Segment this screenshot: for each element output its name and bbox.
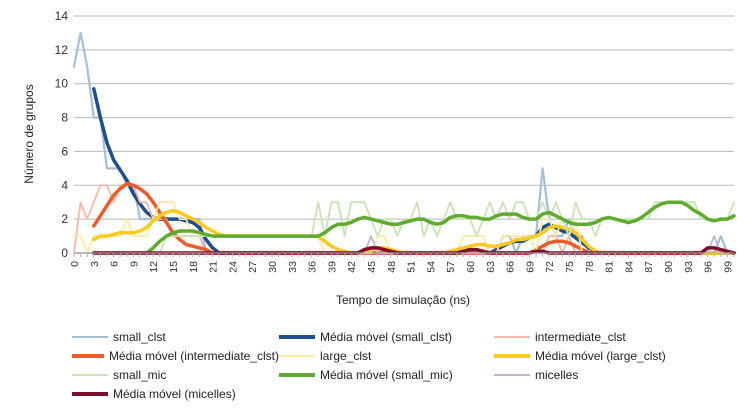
x-tick-label: 39 — [326, 261, 338, 273]
legend: small_clst Média móvel (small_clst) interm… — [72, 329, 692, 402]
x-tick-label: 33 — [287, 261, 299, 273]
legend-label: intermediate_clst — [535, 330, 626, 344]
legend-item: Média móvel (small_clst) — [279, 329, 494, 345]
x-tick-label: 66 — [505, 261, 517, 273]
x-tick-label: 45 — [366, 261, 378, 273]
x-tick-label: 75 — [564, 261, 576, 273]
series-line-6 — [73, 201, 735, 254]
legend-label: Média móvel (intermediate_clst) — [108, 349, 279, 363]
legend-item: Média móvel (micelles) — [72, 386, 279, 402]
series-layer — [72, 31, 736, 255]
x-tick-label: 60 — [465, 261, 477, 273]
axes — [73, 252, 735, 257]
series-line-7 — [92, 200, 736, 255]
legend-item: micelles — [494, 367, 694, 383]
x-tick-label: 6 — [109, 261, 121, 267]
legend-item: large_clst — [279, 348, 494, 364]
x-tick-label: 24 — [227, 261, 239, 273]
x-tick-label: 87 — [643, 261, 655, 273]
x-tick-label: 36 — [307, 261, 319, 273]
legend-item: intermediate_clst — [494, 329, 694, 345]
legend-item: small_clst — [72, 329, 279, 345]
x-tick-label: 54 — [425, 261, 437, 273]
y-axis-title: Número de grupos — [22, 84, 36, 183]
y-tick-label: 4 — [61, 178, 68, 192]
legend-label: Média móvel (micelles) — [113, 387, 236, 401]
legend-swatch — [494, 374, 530, 376]
x-tick-label: 30 — [267, 261, 279, 273]
legend-swatch — [279, 373, 315, 377]
legend-swatch — [279, 335, 315, 339]
x-tick-label: 63 — [485, 261, 497, 273]
x-tick-label: 96 — [703, 261, 715, 273]
y-tick-label: 12 — [55, 43, 69, 57]
x-tick-label: 69 — [524, 261, 536, 273]
x-tick-label: 27 — [247, 261, 259, 273]
legend-item: Média móvel (small_mic) — [279, 367, 494, 383]
x-tick-label: 78 — [584, 261, 596, 273]
x-tick-label: 3 — [89, 261, 101, 267]
legend-swatch — [72, 354, 104, 358]
x-tick-label: 84 — [623, 261, 635, 273]
legend-item: small_mic — [72, 367, 279, 383]
legend-label: Média móvel (large_clst) — [535, 349, 666, 363]
y-tick-label: 10 — [55, 77, 69, 91]
legend-swatch — [494, 354, 530, 358]
x-tick-label: 57 — [445, 261, 457, 273]
x-tick-label: 12 — [148, 261, 160, 273]
x-tick-label: 9 — [128, 261, 140, 267]
legend-swatch — [72, 374, 108, 376]
y-tick-label: 14 — [55, 9, 69, 23]
legend-swatch — [72, 392, 108, 396]
legend-label: large_clst — [320, 349, 372, 363]
legend-label: small_clst — [113, 330, 166, 344]
x-tick-label: 90 — [663, 261, 675, 273]
y-tick-label: 6 — [61, 144, 68, 158]
x-tick-label: 72 — [544, 261, 556, 273]
x-tick-label: 15 — [168, 261, 180, 273]
legend-item: Média móvel (intermediate_clst) — [72, 348, 279, 364]
x-tick-label: 81 — [604, 261, 616, 273]
x-tick-label: 99 — [722, 261, 734, 273]
x-tick-label: 21 — [208, 261, 220, 273]
x-tick-label: 0 — [69, 261, 81, 267]
legend-label: Média móvel (small_clst) — [320, 330, 453, 344]
series-line-9 — [92, 246, 736, 255]
legend-swatch — [279, 355, 315, 357]
x-tick-label: 93 — [683, 261, 695, 273]
y-tick-label: 8 — [61, 111, 68, 125]
x-tick-label: 42 — [346, 261, 358, 273]
legend-label: micelles — [535, 368, 579, 382]
legend-label: small_mic — [113, 368, 167, 382]
legend-swatch — [494, 336, 530, 338]
legend-label: Média móvel (small_mic) — [320, 368, 453, 382]
x-tick-label: 48 — [386, 261, 398, 273]
y-tick-label: 0 — [61, 246, 68, 260]
x-axis-title: Tempo de simulação (ns) — [336, 293, 470, 307]
series-line-8 — [73, 235, 735, 254]
y-tick-label: 2 — [61, 212, 68, 226]
x-tick-label: 51 — [406, 261, 418, 273]
legend-item: Média móvel (large_clst) — [494, 348, 694, 364]
legend-swatch — [72, 336, 108, 338]
x-tick-label: 18 — [188, 261, 200, 273]
